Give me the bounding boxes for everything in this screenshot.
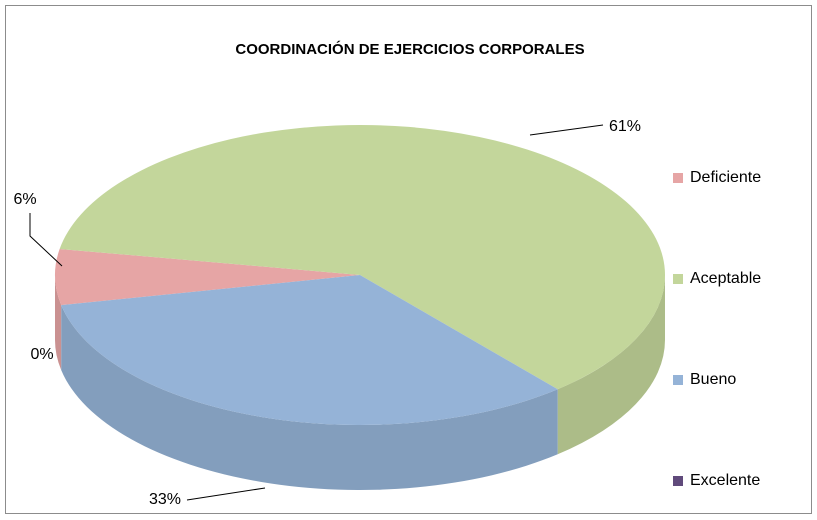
pie-slice bbox=[59, 125, 665, 390]
pie-slice bbox=[55, 248, 361, 306]
legend-label: Deficiente bbox=[690, 169, 761, 186]
pie-side bbox=[61, 305, 558, 490]
pie-side bbox=[557, 275, 665, 455]
leader-line bbox=[529, 124, 604, 136]
leader-line bbox=[29, 213, 63, 267]
legend-label: Aceptable bbox=[690, 270, 761, 287]
data-label: 0% bbox=[30, 346, 53, 363]
legend-swatch bbox=[673, 476, 683, 486]
pie-slice bbox=[61, 275, 558, 426]
legend-swatch bbox=[673, 274, 683, 284]
legend-label: Bueno bbox=[690, 371, 736, 388]
chart-title: COORDINACIÓN DE EJERCICIOS CORPORALES bbox=[235, 40, 584, 58]
legend-label: Excelente bbox=[690, 472, 760, 489]
data-label: 61% bbox=[609, 118, 641, 135]
pie-side bbox=[55, 275, 62, 371]
data-label: 6% bbox=[13, 191, 36, 208]
data-label: 33% bbox=[149, 491, 181, 508]
legend-swatch bbox=[673, 173, 683, 183]
leader-line bbox=[186, 487, 266, 501]
legend-swatch bbox=[673, 375, 683, 385]
